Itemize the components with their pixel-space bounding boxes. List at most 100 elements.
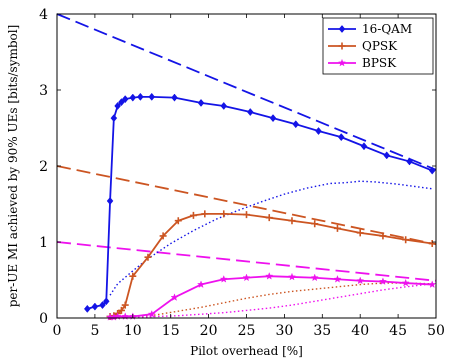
series-2-point-7 [197, 280, 205, 288]
series-0-point-14 [220, 101, 228, 110]
series-2-point-12 [310, 273, 319, 282]
series-2-point-14 [356, 276, 365, 285]
series-2-point-13 [333, 275, 342, 283]
series-3-dashed [56, 13, 437, 171]
axis-layer: 0 5 10 15 20 25 30 35 40 45 50 0 1 2 3 4 [39, 7, 445, 339]
x-tick-label-2: 10 [124, 323, 142, 339]
series-0-point-12 [171, 93, 178, 102]
x-tick-label-10: 50 [427, 323, 445, 339]
series-8-dotted [110, 283, 433, 319]
series-1-point-13 [265, 214, 273, 222]
series-0-point-0 [83, 304, 91, 313]
series-1-point-4 [121, 301, 129, 309]
series-2-point-11 [288, 272, 296, 281]
series-1-point-12 [243, 211, 250, 219]
series-1-point-7 [159, 232, 167, 240]
series-0-point-16 [269, 114, 277, 123]
series-1-point-11 [220, 210, 228, 218]
y-tick-label-1: 1 [39, 235, 48, 251]
series-line-4 [56, 165, 437, 246]
legend-marker-1 [338, 42, 346, 50]
series-line-6 [109, 180, 433, 296]
legend-label-1: QPSK [362, 39, 398, 53]
series-0-point-10 [137, 92, 144, 101]
series-layer [56, 13, 437, 321]
x-tick-label-1: 5 [90, 323, 99, 339]
series-0-point-9 [129, 93, 137, 102]
series-1-point-15 [311, 220, 319, 228]
series-1-solid [106, 210, 436, 320]
x-tick-label-7: 35 [313, 323, 331, 339]
series-5-dashed [56, 241, 437, 282]
series-0-point-17 [292, 120, 300, 129]
x-tick-label-4: 20 [200, 323, 218, 339]
series-2-point-9 [242, 273, 251, 282]
legend: 16-QAM QPSK BPSK [322, 17, 434, 75]
series-0-point-3 [102, 297, 110, 306]
series-2-point-10 [265, 272, 274, 280]
series-0-point-4 [106, 196, 114, 205]
series-1-point-14 [288, 217, 296, 225]
series-2-solid [106, 272, 437, 321]
series-0-solid [83, 92, 436, 313]
series-0-point-19 [337, 133, 345, 142]
legend-marker-2 [338, 58, 346, 67]
x-tick-label-8: 40 [351, 323, 369, 339]
series-0-point-22 [406, 157, 413, 166]
y-tick-label-2: 2 [39, 159, 48, 175]
x-tick-label-6: 30 [275, 323, 293, 339]
series-1-point-18 [379, 232, 387, 240]
series-1-point-5 [129, 272, 137, 280]
x-tick-label-5: 25 [238, 323, 256, 339]
series-1-point-8 [174, 217, 182, 225]
series-2-point-16 [401, 278, 410, 287]
series-0-point-13 [197, 98, 205, 107]
series-4-dashed [56, 165, 437, 246]
series-1-point-20 [428, 240, 436, 248]
series-0-point-5 [110, 114, 118, 123]
series-1-point-10 [201, 210, 209, 218]
series-0-point-20 [360, 142, 368, 151]
series-0-point-8 [121, 95, 129, 104]
series-2-point-17 [428, 280, 437, 288]
series-2-point-5 [147, 310, 156, 318]
legend-marker-0 [338, 25, 346, 33]
series-0-point-18 [315, 127, 322, 136]
series-1-point-16 [333, 224, 341, 232]
series-0-point-6 [114, 101, 121, 110]
x-tick-label-0: 0 [53, 323, 62, 339]
y-tick-label-0: 0 [39, 311, 48, 327]
legend-item-1: QPSK [328, 39, 398, 53]
series-2-point-6 [170, 293, 179, 301]
y-tick-label-3: 3 [39, 83, 48, 99]
series-6-dotted [109, 180, 433, 296]
series-0-point-2 [99, 301, 106, 310]
series-line-7 [110, 282, 433, 318]
series-2-point-15 [378, 277, 387, 285]
series-1-point-19 [402, 236, 410, 244]
series-0-point-23 [428, 166, 436, 175]
x-tick-label-3: 15 [162, 323, 180, 339]
x-tick-label-9: 45 [389, 323, 407, 339]
series-0-point-1 [91, 302, 99, 311]
series-line-0 [87, 95, 433, 310]
legend-item-0: 16-QAM [328, 22, 412, 36]
series-1-point-9 [189, 211, 197, 219]
series-1-point-17 [356, 229, 364, 237]
series-1-point-3 [117, 306, 125, 314]
series-0-point-21 [383, 151, 391, 160]
series-7-dotted [110, 282, 433, 318]
x-axis-label: Pilot overhead [%] [190, 344, 303, 358]
series-line-5 [56, 241, 437, 282]
legend-item-2: BPSK [328, 56, 397, 70]
legend-label-2: BPSK [362, 56, 397, 70]
series-line-1 [109, 212, 433, 318]
series-2-point-8 [219, 275, 228, 283]
y-tick-label-4: 4 [39, 7, 48, 23]
series-line-3 [56, 13, 437, 171]
series-0-point-15 [246, 108, 254, 117]
series-1-point-6 [144, 253, 152, 261]
legend-label-0: 16-QAM [362, 22, 412, 36]
y-axis-label: per-UE MI achieved by 90% UEs [bits/symb… [6, 25, 20, 308]
